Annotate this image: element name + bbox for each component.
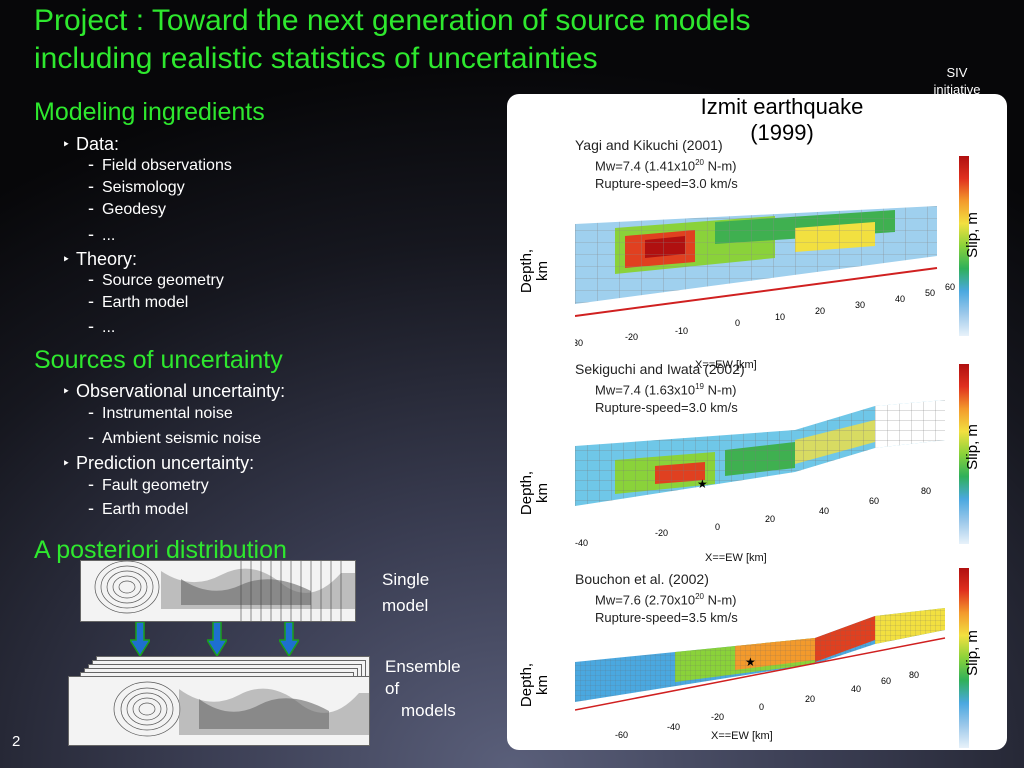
single-model-map [80,560,356,622]
ensemble-map-front [68,676,370,746]
svg-text:-40: -40 [575,538,588,548]
model-moment: Mw=7.6 (2.70x1020 N-m) [595,592,737,608]
svg-text:0: 0 [759,702,764,712]
earthquake-title: Izmit earthquake (1999) [657,94,907,146]
posteriori-heading: A posteriori distribution [34,536,287,564]
slip-colorbar [959,364,969,544]
slip-distribution-grid: ★ -60 -40 -20 0 20 40 60 80 [575,608,946,740]
model-header: Yagi and Kikuchi (2001) Mw=7.4 (1.41x102… [575,136,738,193]
down-arrow-icon [279,622,299,656]
pred-uncertainty-item: Fault geometry [88,474,209,495]
ensemble-line2: of [385,679,400,698]
depth-axis-label: Depth, km [518,470,551,516]
theory-item: ... [88,316,116,337]
data-label: Data: [62,134,119,155]
down-arrow-icon [130,622,150,656]
svg-text:0: 0 [715,522,720,532]
svg-text:★: ★ [697,477,708,491]
svg-text:40: 40 [895,294,905,304]
svg-text:20: 20 [805,694,815,704]
svg-text:10: 10 [775,312,785,322]
theory-item: Source geometry [88,269,224,290]
svg-text:-20: -20 [625,332,638,342]
earthquake-title-line1: Izmit earthquake [700,94,864,119]
svg-text:★: ★ [745,655,756,669]
model-moment: Mw=7.4 (1.63x1019 N-m) [595,382,737,398]
data-item: Seismology [88,176,185,197]
x-axis-label: X==EW [km] [711,730,773,742]
svg-text:60: 60 [945,282,955,292]
slip-axis-label: Slip, m [964,212,981,258]
svg-text:-30: -30 [575,338,583,348]
model-rupture-speed: Rupture-speed=3.0 km/s [595,400,738,416]
slip-model-bouchon: Bouchon et al. (2002) Mw=7.6 (2.70x1020 … [575,570,955,750]
svg-text:-10: -10 [675,326,688,336]
izmit-figure-panel: Izmit earthquake (1999) Yagi and Kikuchi… [507,94,1007,750]
svg-text:-20: -20 [711,712,724,722]
model-header: Sekiguchi and Iwata (2002) Mw=7.4 (1.63x… [575,360,745,417]
x-axis-label: X==EW [km] [705,552,767,564]
slide-title: Project : Toward the next generation of … [34,2,934,78]
ensemble-line3: models [401,701,456,720]
slip-distribution-grid: ★ -40 -20 0 20 40 60 80 [575,400,945,548]
depth-axis-label: Depth, km [518,662,551,708]
pred-uncertainty-item: Earth model [88,498,188,519]
data-item: Field observations [88,154,232,175]
model-author: Sekiguchi and Iwata (2002) [575,361,745,377]
slip-axis-label: Slip, m [964,424,981,470]
svg-text:60: 60 [869,496,879,506]
svg-text:20: 20 [765,514,775,524]
slide-title-line2: including realistic statistics of uncert… [34,42,598,75]
model-rupture-speed: Rupture-speed=3.0 km/s [595,176,738,192]
svg-text:-40: -40 [667,722,680,732]
model-author: Bouchon et al. (2002) [575,571,709,587]
model-author: Yagi and Kikuchi (2001) [575,137,723,153]
siv-line2: initiative [933,82,981,97]
svg-text:40: 40 [819,506,829,516]
single-model-line1: Single [382,570,430,589]
svg-text:60: 60 [881,676,891,686]
svg-text:80: 80 [921,486,931,496]
model-moment: Mw=7.4 (1.41x1020 N-m) [595,158,737,174]
data-item: ... [88,224,116,245]
ingredients-heading: Modeling ingredients [34,98,265,126]
x-axis-label: X==EW [km] [695,359,757,371]
svg-text:40: 40 [851,684,861,694]
single-model-label: Single model [382,567,429,619]
earthquake-title-line2: (1999) [750,120,814,145]
slide-title-line1: Project : Toward the next generation of … [34,4,751,37]
model-header: Bouchon et al. (2002) Mw=7.6 (2.70x1020 … [575,570,738,627]
uncertainty-heading: Sources of uncertainty [34,346,283,374]
single-model-line2: model [382,596,429,615]
depth-axis-label: Depth, km [518,248,551,294]
svg-text:-20: -20 [655,528,668,538]
obs-uncertainty-label: Observational uncertainty: [62,381,285,402]
model-rupture-speed: Rupture-speed=3.5 km/s [595,610,738,626]
siv-label: SIV initiative [926,64,988,98]
svg-text:-60: -60 [615,730,628,740]
pred-uncertainty-label: Prediction uncertainty: [62,453,254,474]
slip-model-sekiguchi-iwata: Sekiguchi and Iwata (2002) Mw=7.4 (1.63x… [575,360,955,590]
obs-uncertainty-item: Instrumental noise [88,402,233,423]
theory-item: Earth model [88,291,188,312]
ensemble-label: Ensemble of models [385,656,461,722]
svg-text:80: 80 [909,670,919,680]
svg-text:30: 30 [855,300,865,310]
slip-axis-label: Slip, m [964,630,981,676]
svg-text:0: 0 [735,318,740,328]
svg-text:20: 20 [815,306,825,316]
siv-line1: SIV [946,65,968,80]
svg-text:50: 50 [925,288,935,298]
page-number: 2 [12,733,21,750]
slip-distribution-grid: -30 -20 -10 0 10 20 30 40 50 60 [575,206,955,348]
slip-colorbar [959,568,969,748]
down-arrow-icon [207,622,227,656]
obs-uncertainty-item: Ambient seismic noise [88,427,261,448]
slip-model-yagi-kikuchi: Yagi and Kikuchi (2001) Mw=7.4 (1.41x102… [575,136,955,371]
slip-colorbar [959,156,969,336]
ensemble-line1: Ensemble [385,657,461,676]
data-item: Geodesy [88,198,166,219]
theory-label: Theory: [62,249,137,270]
